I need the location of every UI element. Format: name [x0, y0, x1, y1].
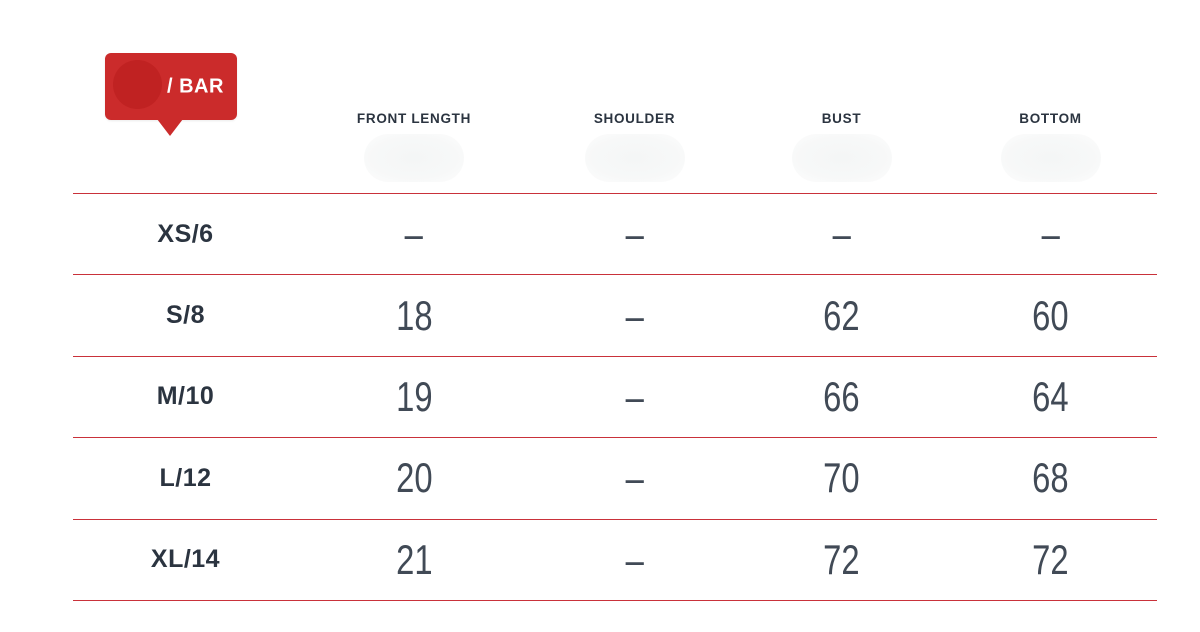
value-cell: – — [625, 210, 644, 258]
value-cell: 21 — [395, 535, 433, 583]
value-cell: 66 — [823, 372, 860, 420]
header-ghost-placeholder — [584, 134, 685, 182]
value-cell: – — [625, 535, 644, 583]
value-cell: 18 — [395, 291, 433, 339]
value-cell: 62 — [823, 291, 860, 339]
table-row-xl: XL/14 21 – 72 72 — [73, 518, 1157, 600]
value-cell: 68 — [1032, 454, 1069, 502]
value-cell: – — [1041, 210, 1060, 258]
value-cell: 72 — [823, 535, 860, 583]
column-header-label: FRONT LENGTH — [356, 111, 472, 126]
value-cell: – — [832, 210, 851, 258]
size-cell: XL/14 — [150, 545, 221, 574]
table-body: XS/6 – – – – S/8 18 – 62 60 M/10 19 – 66… — [73, 193, 1157, 601]
value-cell: – — [625, 291, 644, 339]
header-ghost-placeholder — [364, 134, 464, 182]
table-row-s: S/8 18 – 62 60 — [73, 274, 1157, 355]
table-row-l: L/12 20 – 70 68 — [73, 437, 1157, 518]
value-cell: 72 — [1032, 535, 1069, 583]
size-cell: S/8 — [165, 301, 206, 330]
brand-tab[interactable]: / BAR — [105, 53, 237, 136]
header-ghost-placeholder — [1000, 134, 1101, 182]
brand-tab-pointer-icon — [157, 119, 183, 136]
value-cell: 19 — [395, 372, 433, 420]
column-header-label: BUST — [821, 111, 862, 126]
brand-tab-label: / BAR — [167, 75, 224, 97]
column-header-label: BOTTOM — [1019, 111, 1082, 126]
value-cell: 20 — [395, 454, 433, 502]
column-header-bottom: BOTTOM — [944, 0, 1157, 193]
column-header-size — [73, 0, 298, 193]
value-cell: – — [404, 210, 424, 258]
value-cell: – — [625, 454, 644, 502]
value-cell: 60 — [1032, 291, 1069, 339]
table-row-m: M/10 19 – 66 64 — [73, 355, 1157, 437]
column-header-bust: BUST — [739, 0, 944, 193]
size-cell: M/10 — [156, 382, 215, 411]
table-row-xs: XS/6 – – – – — [73, 193, 1157, 274]
value-cell: – — [625, 372, 644, 420]
header-ghost-placeholder — [791, 134, 892, 182]
table-header-row: FRONT LENGTH SHOULDER BUST BOTTOM — [73, 0, 1157, 193]
value-cell: 64 — [1032, 372, 1069, 420]
brand-logo-circle-icon — [113, 60, 162, 109]
value-cell: 70 — [823, 454, 860, 502]
size-cell: L/12 — [159, 463, 212, 492]
column-header-shoulder: SHOULDER — [530, 0, 739, 193]
size-cell: XS/6 — [157, 219, 214, 248]
column-header-front-length: FRONT LENGTH — [298, 0, 530, 193]
size-chart-table: FRONT LENGTH SHOULDER BUST BOTTOM XS/6 –… — [73, 0, 1157, 601]
column-header-label: SHOULDER — [593, 111, 676, 126]
